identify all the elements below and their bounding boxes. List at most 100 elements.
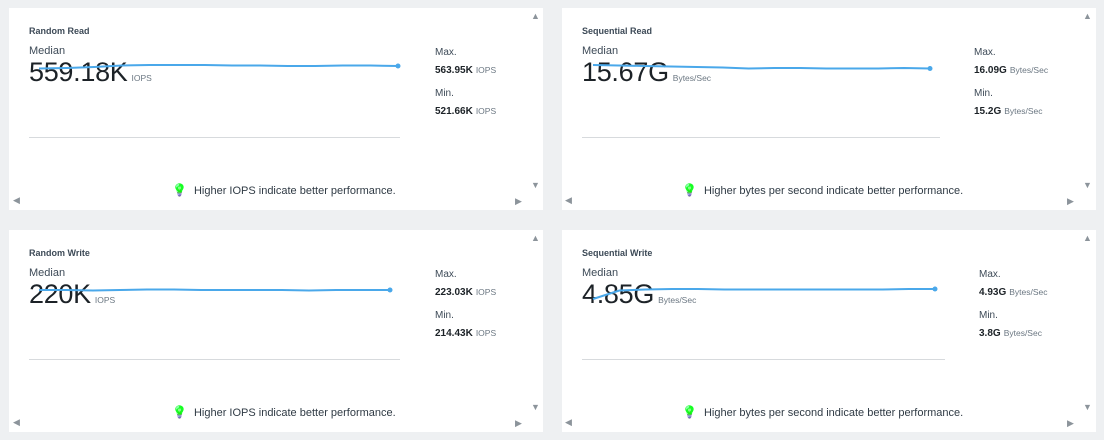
min-value: 214.43K bbox=[435, 328, 473, 339]
min-label: Min. bbox=[435, 310, 454, 321]
max-value: 4.93G bbox=[979, 287, 1007, 298]
median-value: 220K bbox=[29, 279, 91, 309]
min-stat: Min. 15.2G Bytes/Sec bbox=[974, 88, 1043, 119]
median-unit: IOPS bbox=[94, 295, 116, 305]
random-write-card: Random Write Median 220K IOPS Max. 223.03K IOP… bbox=[9, 230, 543, 432]
min-label: Min. bbox=[979, 310, 998, 321]
min-value: 521.66K bbox=[435, 106, 473, 117]
median-row: 4.85G Bytes/Sec bbox=[582, 279, 696, 310]
min-row: 15.2G Bytes/Sec bbox=[974, 101, 1043, 119]
trend-endpoint bbox=[387, 287, 393, 293]
min-label: Min. bbox=[974, 88, 993, 99]
min-row: 214.43K IOPS bbox=[435, 323, 496, 341]
scroll-down-button[interactable]: ▼ bbox=[531, 402, 540, 412]
hint-text: Higher bytes per second indicate better … bbox=[703, 407, 964, 419]
trend-endpoint bbox=[932, 286, 938, 292]
lightbulb-icon: 💡 bbox=[682, 405, 697, 419]
scroll-left-button[interactable]: ◀ bbox=[565, 417, 572, 427]
min-value: 3.8G bbox=[979, 328, 1001, 339]
lightbulb-icon: 💡 bbox=[172, 183, 187, 197]
max-stat: Max. 16.09G Bytes/Sec bbox=[974, 47, 1048, 78]
max-label: Max. bbox=[435, 47, 457, 58]
chart-baseline bbox=[582, 359, 945, 360]
hint-text: Higher bytes per second indicate better … bbox=[703, 185, 964, 197]
max-row: 563.95K IOPS bbox=[435, 60, 496, 78]
median-row: 15.67G Bytes/Sec bbox=[582, 57, 711, 88]
card-title: Sequential Write bbox=[582, 248, 653, 258]
trend-line bbox=[38, 64, 399, 70]
min-stat: Min. 214.43K IOPS bbox=[435, 310, 496, 341]
scroll-left-button[interactable]: ◀ bbox=[565, 195, 572, 205]
scroll-up-button[interactable]: ▲ bbox=[531, 233, 540, 243]
max-unit: IOPS bbox=[475, 65, 497, 75]
median-label: Median bbox=[582, 45, 619, 57]
trend-sparkline bbox=[592, 286, 938, 300]
scroll-right-button[interactable]: ▶ bbox=[1067, 418, 1074, 428]
min-stat: Min. 521.66K IOPS bbox=[435, 88, 496, 119]
scroll-right-button[interactable]: ▶ bbox=[1067, 196, 1074, 206]
min-row: 521.66K IOPS bbox=[435, 101, 496, 119]
min-row: 3.8G Bytes/Sec bbox=[979, 323, 1042, 341]
median-unit: Bytes/Sec bbox=[672, 73, 712, 83]
scroll-up-button[interactable]: ▲ bbox=[1083, 11, 1092, 21]
chart-baseline bbox=[582, 137, 940, 138]
performance-hint: 💡 Higher bytes per second indicate better… bbox=[682, 183, 963, 197]
max-row: 16.09G Bytes/Sec bbox=[974, 60, 1048, 78]
sequential-write-card: Sequential Write Median 4.85G Bytes/Sec Max.… bbox=[562, 230, 1096, 432]
min-stat: Min. 3.8G Bytes/Sec bbox=[979, 310, 1042, 341]
median-label: Median bbox=[582, 267, 619, 279]
max-label: Max. bbox=[974, 47, 996, 58]
scroll-up-button[interactable]: ▲ bbox=[531, 11, 540, 21]
performance-hint: 💡 Higher bytes per second indicate better… bbox=[682, 405, 963, 419]
max-stat: Max. 4.93G Bytes/Sec bbox=[979, 269, 1048, 300]
scroll-down-button[interactable]: ▼ bbox=[531, 180, 540, 190]
max-row: 223.03K IOPS bbox=[435, 282, 496, 300]
min-value: 15.2G bbox=[974, 106, 1002, 117]
median-value: 4.85G bbox=[582, 279, 655, 309]
min-unit: Bytes/Sec bbox=[1003, 328, 1042, 338]
median-label: Median bbox=[29, 267, 66, 279]
max-unit: Bytes/Sec bbox=[1009, 287, 1048, 297]
chart-baseline bbox=[29, 359, 400, 360]
card-title: Random Read bbox=[29, 26, 90, 36]
performance-hint: 💡 Higher IOPS indicate better performance… bbox=[172, 405, 396, 419]
scroll-right-button[interactable]: ▶ bbox=[515, 196, 522, 206]
max-label: Max. bbox=[435, 269, 457, 280]
min-unit: Bytes/Sec bbox=[1004, 106, 1043, 116]
median-unit: Bytes/Sec bbox=[658, 295, 697, 305]
max-value: 223.03K bbox=[435, 287, 473, 298]
median-row: 559.18K IOPS bbox=[29, 57, 152, 88]
max-stat: Max. 563.95K IOPS bbox=[435, 47, 496, 78]
median-value: 15.67G bbox=[582, 57, 669, 87]
max-label: Max. bbox=[979, 269, 1001, 280]
median-unit: IOPS bbox=[131, 73, 152, 83]
max-row: 4.93G Bytes/Sec bbox=[979, 282, 1048, 300]
hint-text: Higher IOPS indicate better performance. bbox=[193, 185, 396, 197]
scroll-down-button[interactable]: ▼ bbox=[1083, 402, 1092, 412]
trend-sparkline bbox=[592, 64, 933, 71]
min-unit: IOPS bbox=[475, 328, 497, 338]
median-row: 220K IOPS bbox=[29, 279, 115, 310]
min-unit: IOPS bbox=[475, 106, 497, 116]
scroll-left-button[interactable]: ◀ bbox=[13, 195, 20, 205]
scroll-up-button[interactable]: ▲ bbox=[1083, 233, 1092, 243]
scroll-down-button[interactable]: ▼ bbox=[1083, 180, 1092, 190]
max-unit: IOPS bbox=[475, 287, 497, 297]
scroll-left-button[interactable]: ◀ bbox=[13, 417, 20, 427]
median-label: Median bbox=[29, 45, 66, 57]
card-title: Sequential Read bbox=[582, 26, 653, 36]
trend-line bbox=[592, 64, 931, 70]
max-value: 16.09G bbox=[974, 65, 1007, 76]
trend-line bbox=[39, 288, 390, 292]
trend-endpoint bbox=[927, 66, 933, 71]
max-value: 563.95K bbox=[435, 65, 473, 76]
median-value: 559.18K bbox=[29, 57, 128, 87]
trend-endpoint bbox=[395, 63, 401, 69]
lightbulb-icon: 💡 bbox=[172, 405, 187, 419]
trend-sparkline bbox=[39, 287, 393, 293]
hint-text: Higher IOPS indicate better performance. bbox=[193, 407, 396, 419]
min-label: Min. bbox=[435, 88, 454, 99]
card-title: Random Write bbox=[29, 248, 90, 258]
sequential-read-card: Sequential Read Median 15.67G Bytes/Sec Max.… bbox=[562, 8, 1096, 210]
scroll-right-button[interactable]: ▶ bbox=[515, 418, 522, 428]
